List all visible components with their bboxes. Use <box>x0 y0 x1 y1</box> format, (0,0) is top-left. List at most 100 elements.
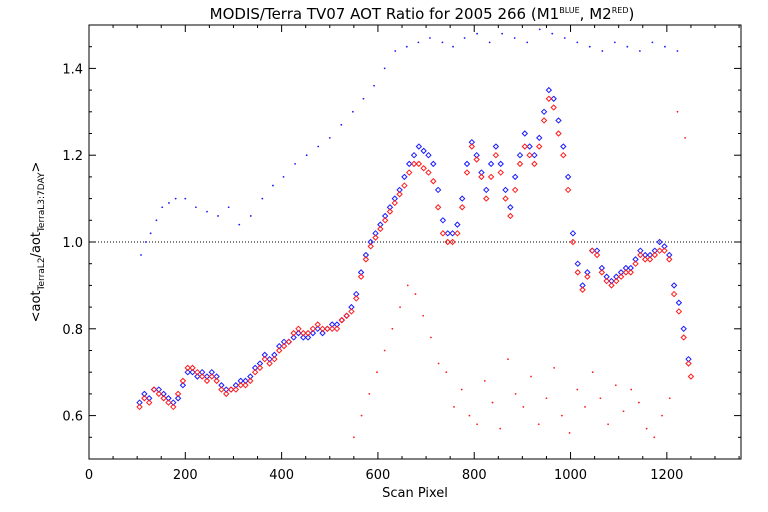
data-point <box>491 401 494 404</box>
data-point <box>661 414 663 417</box>
data-point <box>684 136 687 139</box>
data-point <box>294 162 296 165</box>
data-point <box>141 395 148 402</box>
data-point <box>247 377 254 385</box>
data-point <box>536 134 543 142</box>
data-point <box>198 373 206 380</box>
data-point <box>208 373 215 380</box>
data-point <box>362 256 370 263</box>
data-point <box>553 366 556 369</box>
data-point <box>617 273 625 280</box>
data-point <box>591 371 594 374</box>
data-point <box>463 160 471 168</box>
data-point <box>372 234 379 241</box>
data-point <box>271 355 278 363</box>
data-point <box>223 390 230 398</box>
data-point <box>579 286 586 293</box>
data-point <box>550 95 557 102</box>
data-point <box>437 362 440 365</box>
data-point <box>328 136 331 139</box>
data-point <box>646 256 654 263</box>
data-point <box>184 368 191 376</box>
data-point <box>449 238 456 246</box>
data-point <box>249 215 252 217</box>
data-point <box>574 260 581 267</box>
data-point <box>343 312 350 319</box>
data-point <box>386 208 394 215</box>
data-point <box>560 414 563 417</box>
data-point <box>401 182 408 189</box>
data-point <box>492 151 500 159</box>
data-point <box>511 173 519 181</box>
data-point <box>637 251 644 259</box>
data-point <box>584 406 586 408</box>
data-point <box>664 45 666 48</box>
data-point <box>394 50 397 52</box>
data-point <box>439 230 447 237</box>
data-point <box>685 360 692 367</box>
data-point <box>537 423 540 426</box>
data-point <box>368 393 371 395</box>
data-point <box>194 373 201 380</box>
data-point <box>285 338 293 346</box>
data-point <box>622 410 625 413</box>
data-point <box>319 325 326 333</box>
data-point <box>473 156 480 163</box>
data-point <box>483 186 490 194</box>
y-label-open: <aot <box>29 290 44 322</box>
data-point <box>174 390 182 398</box>
data-point <box>458 204 466 211</box>
y-label-slash: /aot <box>29 232 44 257</box>
y-tick-label: 1.4 <box>62 62 83 77</box>
data-point <box>551 32 554 35</box>
data-point <box>420 147 427 155</box>
data-point <box>641 256 649 263</box>
x-tick-label: 0 <box>85 468 93 483</box>
data-point <box>441 41 444 44</box>
data-point <box>189 364 196 372</box>
data-point <box>487 160 495 168</box>
data-point <box>593 251 601 259</box>
data-point <box>560 143 567 150</box>
data-point <box>425 169 432 176</box>
x-tick-label: 800 <box>462 468 487 483</box>
data-point <box>415 143 423 150</box>
data-point <box>256 364 264 372</box>
data-point <box>630 388 633 391</box>
data-point <box>540 117 548 124</box>
data-point <box>383 67 386 70</box>
data-point <box>338 316 346 324</box>
data-point <box>656 247 663 254</box>
data-point <box>563 37 566 39</box>
data-point <box>536 143 543 150</box>
data-point <box>383 349 386 352</box>
title-sup-red: RED <box>612 6 629 15</box>
data-point <box>526 41 529 44</box>
data-point <box>136 403 143 411</box>
data-point <box>300 329 307 337</box>
data-point <box>608 282 615 289</box>
data-point <box>251 368 259 376</box>
data-point <box>414 293 417 295</box>
data-point <box>272 184 274 187</box>
data-point <box>381 217 389 224</box>
data-point <box>507 358 509 361</box>
data-point <box>632 260 639 267</box>
x-tick-label: 200 <box>173 468 198 483</box>
data-point <box>545 86 553 94</box>
data-point <box>194 368 201 376</box>
data-point <box>599 397 602 400</box>
data-point <box>206 210 208 213</box>
data-point <box>670 290 678 298</box>
data-point <box>540 108 548 116</box>
data-point <box>184 197 187 200</box>
data-point <box>613 41 616 44</box>
data-point <box>676 110 679 113</box>
title-mid: , M2 <box>580 5 612 23</box>
data-point <box>425 151 432 159</box>
data-point <box>362 97 365 100</box>
data-point <box>522 406 525 408</box>
data-point <box>189 368 196 376</box>
data-point <box>155 390 163 398</box>
